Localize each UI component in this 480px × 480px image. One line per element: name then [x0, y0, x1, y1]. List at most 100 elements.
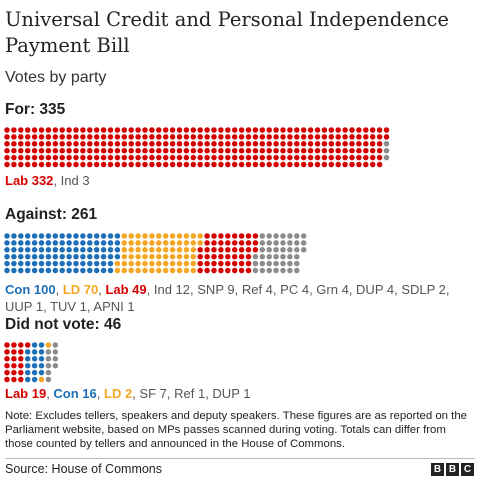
vote-dot-con	[18, 240, 24, 246]
vote-dot-lab	[121, 134, 128, 140]
vote-dot-lab	[4, 147, 10, 154]
vote-dot-lab	[252, 154, 259, 161]
vote-dot-pc	[280, 267, 286, 274]
vote-dot-lab	[328, 161, 335, 168]
vote-dot-lab	[238, 240, 245, 246]
vote-dot-lab	[135, 154, 141, 161]
vote-dot-lab	[73, 141, 79, 147]
vote-dot-con	[45, 240, 52, 246]
vote-dot-lab	[259, 161, 266, 168]
vote-dot-ld	[176, 240, 183, 246]
vote-dot-ld	[142, 233, 148, 239]
vote-dot-lab	[11, 356, 17, 362]
vote-dot-lab	[128, 154, 134, 161]
vote-dot-lab	[342, 154, 348, 161]
vote-dot-dup	[52, 362, 59, 369]
vote-dot-lab	[11, 362, 17, 369]
vote-dot-ind	[252, 267, 259, 274]
vote-dot-con	[4, 233, 10, 239]
vote-dot-lab	[121, 147, 128, 154]
group-heading-for: For: 335	[5, 101, 66, 118]
vote-dot-lab	[93, 141, 100, 147]
vote-dot-con	[38, 369, 45, 376]
vote-dot-lab	[245, 247, 252, 253]
vote-dot-con	[80, 267, 86, 274]
vote-dot-lab	[314, 134, 321, 140]
vote-dot-lab	[335, 134, 341, 140]
vote-dot-lab	[204, 134, 210, 140]
vote-dot-lab	[80, 147, 86, 154]
vote-dot-lab	[349, 141, 355, 147]
vote-dot-ld	[149, 247, 155, 253]
vote-dot-ld	[121, 240, 128, 246]
vote-dot-lab	[18, 342, 24, 348]
vote-dot-lab	[73, 127, 79, 133]
vote-dot-lab	[369, 161, 376, 168]
vote-dot-lab	[307, 141, 314, 147]
vote-dot-lab	[363, 161, 369, 168]
vote-dot-con	[100, 233, 107, 239]
vote-dot-lab	[135, 134, 141, 140]
vote-dot-con	[24, 349, 31, 355]
vote-dot-con	[66, 260, 72, 267]
vote-dot-lab	[4, 154, 10, 161]
vote-dot-con	[18, 233, 24, 239]
vote-dot-ld	[121, 260, 128, 267]
vote-dot-con	[52, 267, 59, 274]
vote-dot-con	[59, 253, 65, 260]
vote-dot-con	[93, 253, 100, 260]
vote-dot-lab	[24, 154, 31, 161]
vote-dot-lab	[45, 154, 52, 161]
vote-dot-con	[24, 362, 31, 369]
vote-dot-con	[114, 233, 121, 239]
vote-dot-lab	[294, 127, 300, 133]
party-label-uup: UUP 1	[5, 299, 44, 314]
vote-dot-lab	[211, 141, 217, 147]
vote-dot-snp	[266, 260, 272, 267]
vote-dot-lab	[59, 147, 65, 154]
vote-dot-lab	[87, 147, 93, 154]
vote-dot-ld	[149, 240, 155, 246]
vote-dot-ld	[162, 247, 169, 253]
vote-dot-ld	[190, 253, 197, 260]
vote-dot-lab	[11, 342, 17, 348]
vote-dot-con	[52, 233, 59, 239]
vote-dot-lab	[287, 134, 293, 140]
vote-dot-lab	[121, 154, 128, 161]
vote-dot-lab	[4, 141, 10, 147]
vote-dot-con	[59, 240, 65, 246]
vote-dot-lab	[273, 161, 279, 168]
vote-dot-con	[31, 342, 38, 348]
vote-dot-lab	[218, 240, 224, 246]
vote-dot-lab	[280, 127, 286, 133]
vote-dot-lab	[11, 349, 17, 355]
party-label-sf: SF 7	[139, 386, 167, 401]
vote-dot-lab	[369, 154, 376, 161]
party-label-sdlp: SDLP 2	[401, 282, 446, 297]
vote-dot-lab	[356, 161, 362, 168]
footnote: Note: Excludes tellers, speakers and dep…	[5, 410, 468, 451]
vote-dot-lab	[80, 134, 86, 140]
vote-dot-con	[80, 233, 86, 239]
vote-dot-con	[107, 253, 114, 260]
vote-dot-lab	[87, 141, 93, 147]
vote-dot-lab	[11, 141, 17, 147]
vote-dot-con	[18, 247, 24, 253]
vote-dot-lab	[321, 154, 328, 161]
party-label-con: Con 100	[5, 282, 56, 297]
vote-dot-lab	[204, 141, 210, 147]
vote-dot-lab	[4, 127, 10, 133]
vote-dot-con	[52, 253, 59, 260]
vote-dot-lab	[300, 141, 307, 147]
vote-dot-ld	[121, 253, 128, 260]
vote-dot-con	[73, 267, 79, 274]
vote-dot-ld	[114, 267, 121, 274]
vote-dot-lab	[66, 154, 72, 161]
vote-dot-lab	[211, 134, 217, 140]
vote-dot-lab	[259, 147, 266, 154]
vote-dot-lab	[93, 127, 100, 133]
vote-dot-lab	[204, 260, 210, 267]
vote-dot-dup	[294, 247, 300, 253]
vote-dot-ind	[252, 253, 259, 260]
vote-dot-lab	[280, 147, 286, 154]
